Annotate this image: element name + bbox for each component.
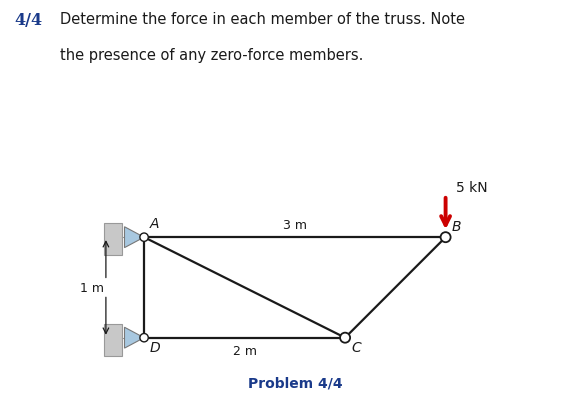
Circle shape	[140, 233, 149, 242]
Polygon shape	[125, 227, 144, 248]
Text: 2 m: 2 m	[232, 344, 257, 357]
Text: D: D	[150, 340, 161, 354]
Circle shape	[140, 334, 149, 342]
Circle shape	[340, 333, 350, 343]
Text: C: C	[351, 340, 361, 354]
Circle shape	[441, 233, 451, 243]
Text: 3 m: 3 m	[283, 219, 307, 232]
Text: 4/4: 4/4	[14, 12, 43, 29]
Bar	[104, 224, 122, 256]
Text: the presence of any zero-force members.: the presence of any zero-force members.	[60, 48, 363, 63]
Text: 1 m: 1 m	[80, 281, 104, 294]
Text: Determine the force in each member of the truss. Note: Determine the force in each member of th…	[60, 12, 464, 27]
Bar	[104, 324, 122, 356]
Text: Problem 4/4: Problem 4/4	[248, 376, 342, 390]
Text: A: A	[150, 217, 160, 231]
Polygon shape	[125, 327, 144, 348]
Text: 5 kN: 5 kN	[456, 180, 487, 194]
Text: B: B	[452, 220, 461, 233]
